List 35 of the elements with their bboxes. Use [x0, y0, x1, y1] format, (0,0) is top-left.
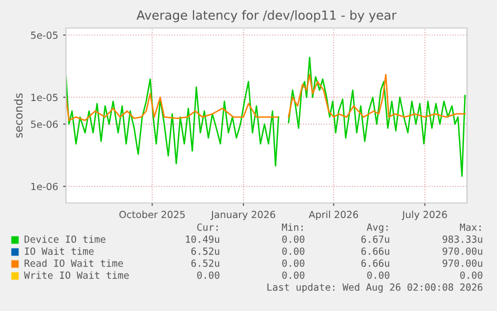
- chart-title: Average latency for /dev/loop11 - by year: [136, 10, 397, 22]
- text: 0.00: [460, 271, 482, 279]
- text: 0.00: [282, 235, 304, 243]
- text: 0.00: [282, 259, 304, 267]
- text: 6.52u: [191, 259, 220, 267]
- y-axis-title: seconds: [14, 93, 23, 138]
- text: 0.00: [367, 271, 390, 279]
- text: Min:: [282, 223, 303, 231]
- text: 6.52u: [191, 247, 220, 255]
- text: 0.00: [197, 271, 220, 279]
- y-tick-label: 1e-06: [31, 182, 58, 190]
- x-tick-label: April 2026: [308, 210, 358, 220]
- text: Cur:: [197, 223, 218, 231]
- x-tick-label: January 2026: [210, 210, 276, 220]
- text: 0.00: [282, 271, 304, 279]
- y-tick-label: 5e-05: [31, 32, 58, 39]
- legend-label: Read IO Wait time: [24, 259, 123, 267]
- text: 970.00u: [442, 259, 482, 267]
- legend-label: Write IO Wait time: [24, 271, 129, 279]
- legend-label: Device IO time: [24, 235, 106, 243]
- text: 6.66u: [361, 259, 390, 267]
- text: Last update: Wed Aug 26 02:00:08 2026: [267, 283, 482, 293]
- y-tick-label: 1e-05: [31, 94, 58, 102]
- text: 6.66u: [361, 247, 390, 255]
- text: Avg:: [366, 224, 388, 233]
- y-tick-label: 5e-06: [31, 120, 58, 128]
- x-tick-label: July 2026: [402, 210, 447, 220]
- text: 10.49u: [186, 235, 220, 243]
- text: 0.00: [282, 247, 304, 255]
- legend-label: IO Wait time: [24, 247, 94, 255]
- text: 970.00u: [442, 247, 482, 255]
- text: Max:: [460, 224, 481, 231]
- x-tick-label: October 2025: [119, 210, 185, 218]
- text: 6.67u: [361, 235, 390, 243]
- text: 983.33u: [442, 235, 482, 243]
